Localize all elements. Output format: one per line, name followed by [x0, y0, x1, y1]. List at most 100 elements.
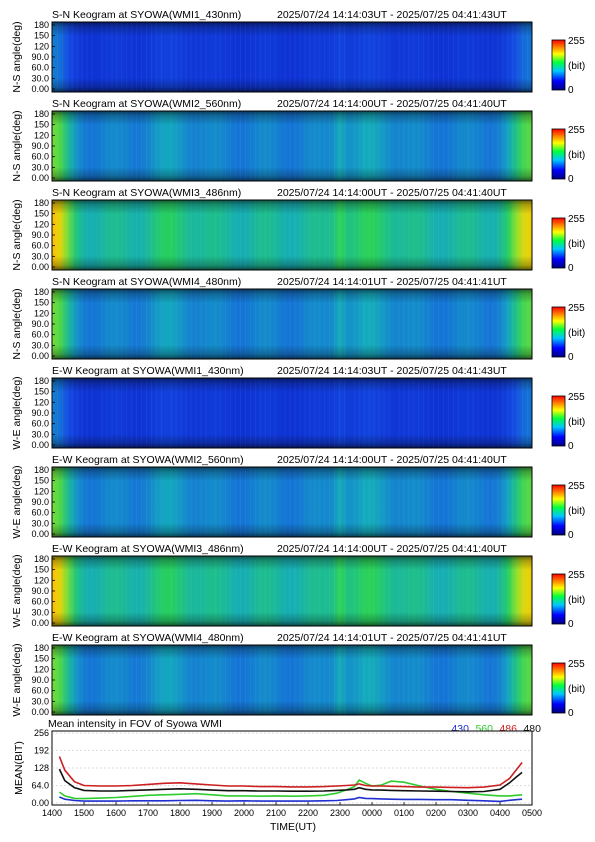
keogram-tick-label: 150 — [34, 120, 49, 130]
y-tick-label: 128 — [34, 763, 49, 773]
keogram-tick-label: 120 — [34, 219, 49, 229]
series-lines — [58, 756, 523, 803]
keogram-tick-label: 30.0 — [31, 251, 49, 261]
keogram-tick-label: 0.00 — [31, 262, 49, 272]
keogram-title: E-W Keogram at SYOWA(WMI1_430nm) — [52, 365, 244, 377]
keogram-tick-label: 60.0 — [31, 508, 49, 518]
keogram-tick-label: 90.0 — [31, 230, 49, 240]
keogram-tick-label: 90.0 — [31, 319, 49, 329]
keogram-time-range: 2025/07/24 14:14:03UT - 2025/07/25 04:41… — [277, 9, 507, 21]
keogram-edge-shade — [52, 289, 532, 359]
keogram-time-range: 2025/07/24 14:14:00UT - 2025/07/25 04:41… — [277, 454, 507, 466]
colorbar-max-label: 255 — [568, 214, 585, 225]
series-line-430 — [59, 796, 523, 803]
keogram-tick-label: 180 — [34, 109, 49, 119]
keogram-tick-label: 30.0 — [31, 696, 49, 706]
x-tick-label: 0100 — [394, 808, 414, 818]
colorbar-unit-label: (bit) — [568, 595, 585, 606]
colorbar-max-label: 255 — [568, 659, 585, 670]
y-axis-label: MEAN(BIT) — [13, 741, 25, 795]
keogram-tick-label: 60.0 — [31, 63, 49, 73]
keogram-tick-label: 60.0 — [31, 419, 49, 429]
x-tick-label: 0400 — [490, 808, 510, 818]
keogram-y-label: W-E angle(deg) — [11, 554, 23, 627]
x-tick-label: 2200 — [298, 808, 318, 818]
colorbar-min-label: 0 — [568, 263, 574, 274]
keogram-edge-shade — [52, 556, 532, 626]
keogram-tick-label: 120 — [34, 486, 49, 496]
keogram-edge-shade — [52, 200, 532, 270]
keogram-tick-label: 90.0 — [31, 141, 49, 151]
y-tick-label: 256 — [34, 728, 49, 738]
colorbar-min-label: 0 — [568, 441, 574, 452]
keogram-y-label: N-S angle(deg) — [11, 110, 23, 181]
keogram-tick-label: 0.00 — [31, 707, 49, 717]
colorbar-max-label: 255 — [568, 125, 585, 136]
keogram-panel: S-N Keogram at SYOWA(WMI2_560nm) 2025/07/… — [11, 98, 585, 185]
keogram-tick-label: 60.0 — [31, 686, 49, 696]
keogram-tick-label: 120 — [34, 130, 49, 140]
keogram-edge-shade — [52, 645, 532, 715]
colorbar-min-label: 0 — [568, 85, 574, 96]
y-axis-ticks: 0.00 64.0 128 192 256 — [31, 728, 49, 808]
series-line-486 — [58, 756, 523, 789]
keogram-tick-label: 120 — [34, 308, 49, 318]
x-tick-label: 0000 — [362, 808, 382, 818]
y-tick-label: 0.00 — [31, 798, 49, 808]
keogram-tick-label: 180 — [34, 287, 49, 297]
keogram-y-label: N-S angle(deg) — [11, 21, 23, 92]
keogram-tick-label: 0.00 — [31, 173, 49, 183]
keogram-tick-label: 60.0 — [31, 330, 49, 340]
keogram-edge-shade — [52, 467, 532, 537]
keogram-tick-label: 120 — [34, 664, 49, 674]
x-tick-label: 1700 — [138, 808, 158, 818]
x-tick-label: 1900 — [202, 808, 222, 818]
keogram-time-range: 2025/07/24 14:14:00UT - 2025/07/25 04:41… — [277, 187, 507, 199]
keogram-tick-label: 150 — [34, 654, 49, 664]
keogram-tick-label: 180 — [34, 376, 49, 386]
x-tick-label: 1800 — [170, 808, 190, 818]
x-tick-label: 2000 — [234, 808, 254, 818]
colorbar-unit-label: (bit) — [568, 239, 585, 250]
x-tick-label: 1600 — [106, 808, 126, 818]
colorbar — [551, 484, 566, 536]
keogram-tick-label: 30.0 — [31, 607, 49, 617]
keogram-tick-label: 0.00 — [31, 440, 49, 450]
keogram-tick-label: 60.0 — [31, 597, 49, 607]
keogram-panel: E-W Keogram at SYOWA(WMI4_480nm) 2025/07/… — [11, 632, 585, 719]
keogram-tick-label: 30.0 — [31, 162, 49, 172]
keogram-tick-label: 0.00 — [31, 84, 49, 94]
keogram-tick-label: 30.0 — [31, 340, 49, 350]
keogram-tick-label: 30.0 — [31, 73, 49, 83]
colorbar — [551, 128, 566, 180]
keogram-tick-label: 180 — [34, 643, 49, 653]
colorbar-unit-label: (bit) — [568, 417, 585, 428]
keogram-tick-label: 180 — [34, 198, 49, 208]
keogram-time-range: 2025/07/24 14:14:00UT - 2025/07/25 04:41… — [277, 543, 507, 555]
keogram-panel: S-N Keogram at SYOWA(WMI1_430nm) 2025/07/… — [11, 9, 585, 96]
colorbar-min-label: 0 — [568, 352, 574, 363]
keogram-y-label: W-E angle(deg) — [11, 465, 23, 538]
colorbar — [551, 306, 566, 358]
chart-title: Mean intensity in FOV of Syowa WMI — [48, 718, 222, 730]
keogram-panel: S-N Keogram at SYOWA(WMI3_486nm) 2025/07/… — [11, 187, 585, 274]
colorbar-unit-label: (bit) — [568, 506, 585, 517]
keogram-panels: S-N Keogram at SYOWA(WMI1_430nm) 2025/07/… — [11, 9, 585, 719]
keogram-panel: E-W Keogram at SYOWA(WMI2_560nm) 2025/07/… — [11, 454, 585, 541]
keogram-title: E-W Keogram at SYOWA(WMI4_480nm) — [52, 632, 244, 644]
keogram-tick-label: 180 — [34, 465, 49, 475]
keogram-edge-shade — [52, 111, 532, 181]
keogram-tick-label: 150 — [34, 31, 49, 41]
x-axis-ticks: 1400 1500 1600 1700 1800 1900 2000 2100 2200 2300… — [42, 802, 542, 818]
colorbar-unit-label: (bit) — [568, 684, 585, 695]
keogram-tick-label: 60.0 — [31, 241, 49, 251]
colorbar — [551, 662, 566, 714]
keogram-title: S-N Keogram at SYOWA(WMI4_480nm) — [52, 276, 241, 288]
keogram-tick-label: 30.0 — [31, 518, 49, 528]
colorbar-max-label: 255 — [568, 303, 585, 314]
x-tick-label: 0300 — [458, 808, 478, 818]
mean-intensity-chart: Mean intensity in FOV of Syowa WMI 48048… — [13, 718, 542, 833]
x-tick-label: 0200 — [426, 808, 446, 818]
colorbar — [551, 573, 566, 625]
keogram-tick-label: 0.00 — [31, 351, 49, 361]
